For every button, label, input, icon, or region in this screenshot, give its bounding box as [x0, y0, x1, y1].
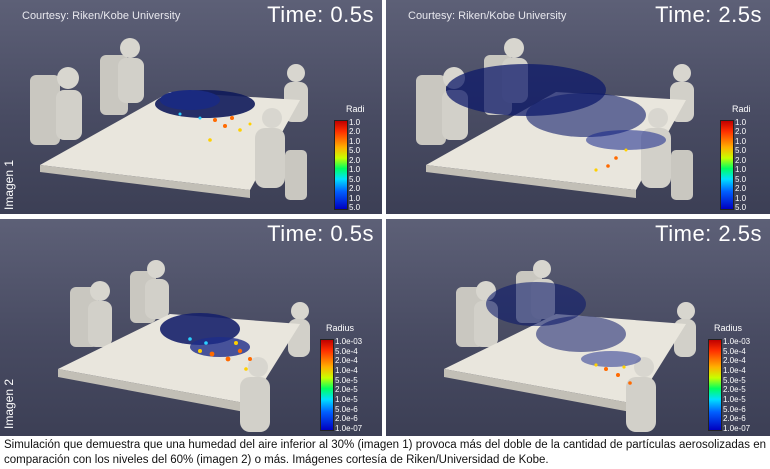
- legend-tick: 5.0: [735, 174, 747, 184]
- legend-title: Radius: [714, 323, 743, 333]
- legend-tick: 2.0: [349, 184, 361, 194]
- simulation-image-grid: Courtesy: Riken/Kobe University Time: 0.…: [0, 0, 770, 436]
- legend-tick: 1.0: [349, 193, 361, 203]
- legend-tick: 2.0e-6: [335, 414, 358, 424]
- legend-ticks: 1.0 2.0 1.0 5.0 2.0 1.0 5.0 2.0 1.0 5.0: [349, 118, 360, 212]
- legend-tick: 2.0: [735, 155, 747, 165]
- legend-tick: 2.0: [735, 127, 747, 137]
- legend-tick: 5.0: [735, 202, 747, 212]
- legend-tick: 1.0: [735, 165, 747, 175]
- radius-legend: Radius 1.0e-03 5.0e-4 2.0e-4 1.0e-4 5.0e…: [708, 323, 758, 433]
- time-label: Time: 2.5s: [655, 2, 762, 27]
- legend-tick: 1.0: [735, 193, 747, 203]
- panel-humidity-30-t0-5: Courtesy: Riken/Kobe University Time: 0.…: [0, 0, 382, 214]
- legend-tick: 1.0: [735, 118, 747, 127]
- courtesy-text: Courtesy: Riken/Kobe University: [22, 10, 181, 22]
- legend-tick: 2.0e-4: [723, 356, 746, 366]
- radius-legend: Radi 1.0 2.0 1.0 5.0 2.0 1.0 5.0 2.0 1.0…: [334, 104, 382, 212]
- legend-ticks: 1.0e-03 5.0e-4 2.0e-4 1.0e-4 5.0e-5 2.0e…: [723, 337, 750, 433]
- legend-title: Radi: [732, 104, 751, 114]
- legend-tick: 2.0: [349, 155, 361, 165]
- legend-tick: 5.0: [735, 146, 747, 156]
- legend-tick: 1.0: [349, 165, 361, 175]
- legend-color-bar: [320, 339, 334, 431]
- radius-legend: Radi 1.0 2.0 1.0 5.0 2.0 1.0 5.0 2.0 1.0…: [720, 104, 770, 212]
- legend-tick: 5.0e-4: [335, 346, 358, 356]
- time-label: Time: 0.5s: [267, 221, 374, 246]
- legend-tick: 2.0e-5: [335, 385, 358, 395]
- legend-tick: 1.0e-07: [723, 423, 751, 433]
- scene-illustration: [416, 38, 694, 200]
- panel-humidity-60-t0-5: Time: 0.5s Imagen 2 Radius 1.0e-03 5.0e-…: [0, 219, 382, 436]
- legend-tick: 5.0: [349, 202, 361, 212]
- legend-tick: 2.0: [349, 127, 361, 137]
- radius-legend: Radius 1.0e-03 5.0e-4 2.0e-4 1.0e-4 5.0e…: [320, 323, 370, 433]
- legend-tick: 1.0: [349, 136, 361, 146]
- legend-tick: 2.0e-5: [723, 385, 746, 395]
- legend-tick: 1.0: [349, 118, 361, 127]
- legend-tick: 5.0e-6: [723, 404, 746, 414]
- legend-tick: 5.0e-5: [723, 375, 746, 385]
- courtesy-text: Courtesy: Riken/Kobe University: [408, 10, 567, 22]
- legend-tick: 1.0e-07: [335, 423, 363, 433]
- time-label: Time: 0.5s: [267, 2, 374, 27]
- legend-title: Radius: [326, 323, 355, 333]
- legend-tick: 5.0e-6: [335, 404, 358, 414]
- legend-tick: 5.0e-5: [335, 375, 358, 385]
- panel-humidity-60-t2-5: Time: 2.5s Radius 1.0e-03 5.0e-4 2.0e-4 …: [386, 219, 770, 436]
- scene-illustration: [444, 260, 696, 432]
- legend-tick: 2.0: [735, 184, 747, 194]
- panel-humidity-30-t2-5: Courtesy: Riken/Kobe University Time: 2.…: [386, 0, 770, 214]
- legend-tick: 1.0e-4: [723, 365, 746, 375]
- legend-tick: 5.0: [349, 174, 361, 184]
- legend-color-bar: [720, 120, 734, 210]
- legend-tick: 1.0e-5: [723, 394, 746, 404]
- legend-tick: 5.0: [349, 146, 361, 156]
- scene-illustration: [58, 260, 310, 432]
- image-caption: Simulación que demuestra que una humedad…: [4, 439, 766, 466]
- legend-ticks: 1.0 2.0 1.0 5.0 2.0 1.0 5.0 2.0 1.0 5.0: [735, 118, 746, 212]
- legend-ticks: 1.0e-03 5.0e-4 2.0e-4 1.0e-4 5.0e-5 2.0e…: [335, 337, 362, 433]
- legend-tick: 1.0: [735, 136, 747, 146]
- legend-tick: 5.0e-4: [723, 346, 746, 356]
- row-label: Imagen 2: [2, 378, 16, 429]
- legend-tick: 1.0e-5: [335, 394, 358, 404]
- legend-tick: 2.0e-6: [723, 414, 746, 424]
- time-label: Time: 2.5s: [655, 221, 762, 246]
- legend-tick: 1.0e-4: [335, 365, 358, 375]
- scene-illustration: [30, 38, 308, 200]
- legend-color-bar: [334, 120, 348, 210]
- row-label: Imagen 1: [2, 159, 16, 210]
- legend-color-bar: [708, 339, 722, 431]
- legend-tick: 1.0e-03: [335, 337, 363, 346]
- legend-title: Radi: [346, 104, 365, 114]
- legend-tick: 1.0e-03: [723, 337, 751, 346]
- legend-tick: 2.0e-4: [335, 356, 358, 366]
